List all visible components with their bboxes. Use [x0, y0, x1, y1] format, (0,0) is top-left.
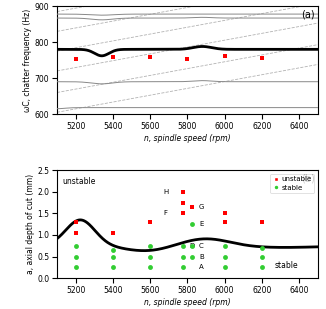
Text: (a): (a)	[302, 9, 315, 19]
Text: B: B	[199, 253, 204, 260]
X-axis label: n, spindle speed (rpm): n, spindle speed (rpm)	[144, 133, 231, 142]
Text: H: H	[163, 189, 169, 195]
Text: G: G	[199, 204, 204, 210]
Text: stable: stable	[275, 261, 299, 270]
Text: (b): (b)	[301, 173, 315, 184]
Text: D: D	[190, 243, 195, 249]
Text: E: E	[199, 221, 203, 227]
Text: F: F	[163, 210, 167, 216]
Y-axis label: a, axial depth of cut (mm): a, axial depth of cut (mm)	[25, 174, 35, 274]
Text: C: C	[199, 243, 204, 249]
Text: unstable: unstable	[63, 177, 96, 186]
Legend: unstable, stable: unstable, stable	[270, 174, 314, 193]
Y-axis label: ωC, chatter frequency (Hz): ωC, chatter frequency (Hz)	[23, 9, 32, 112]
X-axis label: n, spindle speed (rpm): n, spindle speed (rpm)	[144, 298, 231, 307]
Text: A: A	[199, 264, 204, 270]
